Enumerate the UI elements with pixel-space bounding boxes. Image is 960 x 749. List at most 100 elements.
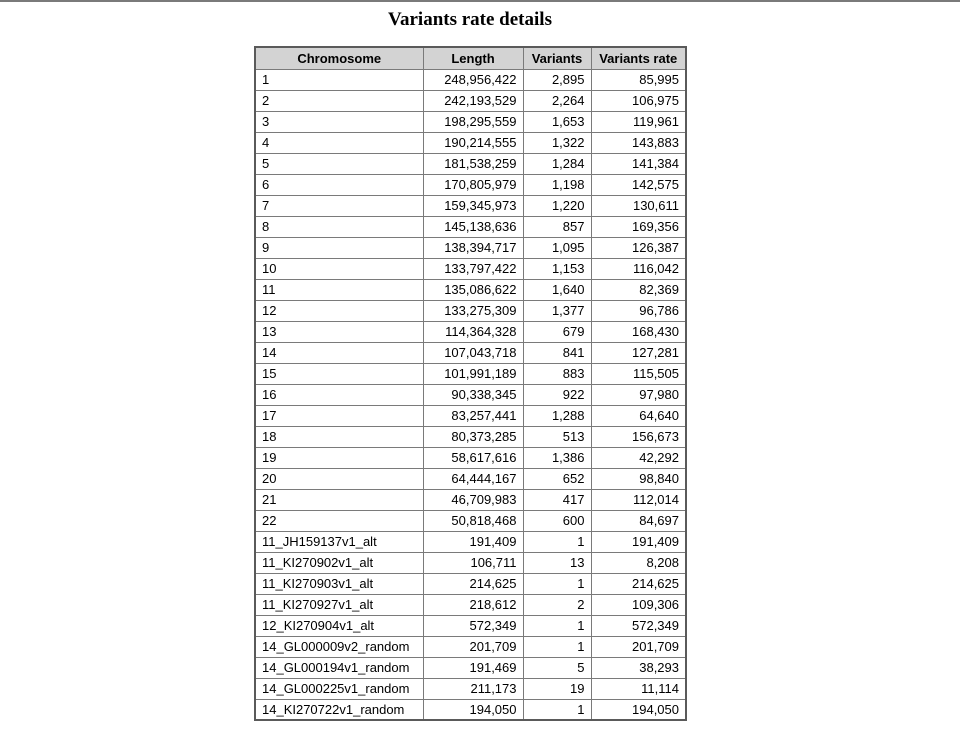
table-row: 14_GL000225v1_random 211,173 19 11,114	[254, 677, 687, 700]
variants-rate-cell: 38,293	[590, 656, 687, 679]
variants-cell: 600	[522, 509, 592, 532]
variants-cell: 2	[522, 593, 592, 616]
length-cell: 218,612	[422, 593, 524, 616]
variants-rate-cell: 96,786	[590, 299, 687, 322]
chromosome-cell: 3	[254, 110, 424, 133]
header-row: Chromosome Length Variants Variants rate	[254, 46, 687, 70]
chromosome-cell: 21	[254, 488, 424, 511]
variants-rate-cell: 82,369	[590, 278, 687, 301]
variants-cell: 1	[522, 635, 592, 658]
variants-rate-cell: 194,050	[590, 698, 687, 721]
length-cell: 114,364,328	[422, 320, 524, 343]
table-row: 7 159,345,973 1,220 130,611	[254, 194, 687, 217]
chromosome-cell: 14	[254, 341, 424, 364]
chromosome-cell: 6	[254, 173, 424, 196]
chromosome-cell: 18	[254, 425, 424, 448]
length-cell: 83,257,441	[422, 404, 524, 427]
column-header-chromosome: Chromosome	[254, 46, 424, 70]
chromosome-cell: 11_JH159137v1_alt	[254, 530, 424, 553]
table-header: Chromosome Length Variants Variants rate	[254, 46, 687, 70]
table-row: 9 138,394,717 1,095 126,387	[254, 236, 687, 259]
length-cell: 181,538,259	[422, 152, 524, 175]
variants-cell: 679	[522, 320, 592, 343]
chromosome-cell: 11_KI270903v1_alt	[254, 572, 424, 595]
length-cell: 242,193,529	[422, 89, 524, 112]
variants-cell: 857	[522, 215, 592, 238]
table-row: 21 46,709,983 417 112,014	[254, 488, 687, 511]
top-border	[0, 0, 960, 2]
length-cell: 80,373,285	[422, 425, 524, 448]
chromosome-cell: 13	[254, 320, 424, 343]
variants-cell: 5	[522, 656, 592, 679]
variants-cell: 1	[522, 530, 592, 553]
variants-cell: 1,198	[522, 173, 592, 196]
length-cell: 133,275,309	[422, 299, 524, 322]
variants-rate-cell: 141,384	[590, 152, 687, 175]
variants-rate-cell: 11,114	[590, 677, 687, 700]
variants-cell: 19	[522, 677, 592, 700]
variants-cell: 1,095	[522, 236, 592, 259]
variants-rate-cell: 64,640	[590, 404, 687, 427]
variants-rate-cell: 156,673	[590, 425, 687, 448]
length-cell: 50,818,468	[422, 509, 524, 532]
length-cell: 191,409	[422, 530, 524, 553]
chromosome-cell: 9	[254, 236, 424, 259]
table-row: 10 133,797,422 1,153 116,042	[254, 257, 687, 280]
variants-rate-cell: 130,611	[590, 194, 687, 217]
table-row: 11 135,086,622 1,640 82,369	[254, 278, 687, 301]
table-row: 11_KI270927v1_alt 218,612 2 109,306	[254, 593, 687, 616]
variants-rate-table: Chromosome Length Variants Variants rate…	[254, 46, 687, 721]
table-row: 14_KI270722v1_random 194,050 1 194,050	[254, 698, 687, 721]
length-cell: 159,345,973	[422, 194, 524, 217]
variants-cell: 417	[522, 488, 592, 511]
chromosome-cell: 2	[254, 89, 424, 112]
length-cell: 106,711	[422, 551, 524, 574]
chromosome-cell: 10	[254, 257, 424, 280]
table-row: 3 198,295,559 1,653 119,961	[254, 110, 687, 133]
table-row: 11_JH159137v1_alt 191,409 1 191,409	[254, 530, 687, 553]
column-header-variants: Variants	[522, 46, 592, 70]
length-cell: 133,797,422	[422, 257, 524, 280]
chromosome-cell: 16	[254, 383, 424, 406]
length-cell: 138,394,717	[422, 236, 524, 259]
variants-rate-cell: 143,883	[590, 131, 687, 154]
variants-rate-cell: 142,575	[590, 173, 687, 196]
length-cell: 191,469	[422, 656, 524, 679]
variants-cell: 513	[522, 425, 592, 448]
variants-cell: 1	[522, 614, 592, 637]
chromosome-cell: 7	[254, 194, 424, 217]
chromosome-cell: 11_KI270927v1_alt	[254, 593, 424, 616]
variants-rate-cell: 112,014	[590, 488, 687, 511]
variants-rate-cell: 85,995	[590, 68, 687, 91]
length-cell: 572,349	[422, 614, 524, 637]
variants-cell: 1	[522, 572, 592, 595]
chromosome-cell: 12	[254, 299, 424, 322]
table-row: 14_GL000009v2_random 201,709 1 201,709	[254, 635, 687, 658]
chromosome-cell: 14_KI270722v1_random	[254, 698, 424, 721]
chromosome-cell: 19	[254, 446, 424, 469]
table-body: 1 248,956,422 2,895 85,995 2 242,193,529 2,264…	[254, 68, 687, 721]
variants-cell: 2,895	[522, 68, 592, 91]
length-cell: 211,173	[422, 677, 524, 700]
table-row: 14 107,043,718 841 127,281	[254, 341, 687, 364]
variants-rate-cell: 8,208	[590, 551, 687, 574]
length-cell: 214,625	[422, 572, 524, 595]
chromosome-cell: 11_KI270902v1_alt	[254, 551, 424, 574]
chromosome-cell: 14_GL000194v1_random	[254, 656, 424, 679]
table-row: 14_GL000194v1_random 191,469 5 38,293	[254, 656, 687, 679]
variants-cell: 13	[522, 551, 592, 574]
variants-rate-cell: 119,961	[590, 110, 687, 133]
variants-rate-cell: 214,625	[590, 572, 687, 595]
variants-cell: 841	[522, 341, 592, 364]
variants-cell: 1,284	[522, 152, 592, 175]
variants-cell: 1,640	[522, 278, 592, 301]
length-cell: 201,709	[422, 635, 524, 658]
table-row: 19 58,617,616 1,386 42,292	[254, 446, 687, 469]
chromosome-cell: 17	[254, 404, 424, 427]
variants-rate-cell: 191,409	[590, 530, 687, 553]
table-row: 12 133,275,309 1,377 96,786	[254, 299, 687, 322]
variants-rate-cell: 116,042	[590, 257, 687, 280]
variants-table-container: Chromosome Length Variants Variants rate…	[254, 46, 687, 721]
variants-rate-cell: 109,306	[590, 593, 687, 616]
variants-cell: 1,386	[522, 446, 592, 469]
